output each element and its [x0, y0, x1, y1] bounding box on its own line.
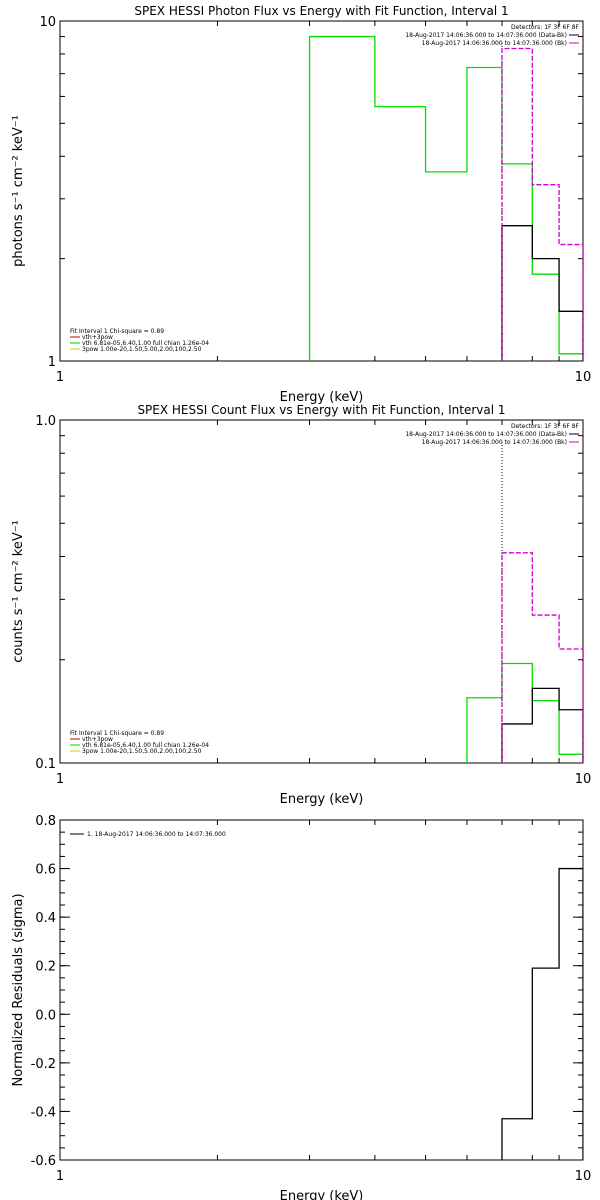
- y-axis-label: Normalized Residuals (sigma): [11, 893, 26, 1086]
- y-tick-label: -0.6: [31, 1154, 56, 1169]
- histogram-series-1: [501, 867, 583, 1160]
- legend-header: Fit Interval 1 Chi-square = 0.89: [70, 328, 164, 335]
- y-tick-label: 0.4: [35, 911, 56, 926]
- legend-entry: 18-Aug-2017 14:06:36.000 to 14:07:36.000…: [422, 439, 567, 446]
- histogram-series-1: [466, 662, 583, 763]
- x-axis-label: Energy (keV): [280, 1189, 364, 1200]
- y-tick-label: -0.4: [31, 1105, 56, 1120]
- legend-top-left: 1. 18-Aug-2017 14:06:36.000 to 14:07:36.…: [70, 831, 226, 838]
- legend-bottom-left: Fit Interval 1 Chi-square = 0.89vth+3pow…: [70, 730, 209, 755]
- legend-entry: vth+3pow: [82, 334, 113, 341]
- legend-header: Fit Interval 1 Chi-square = 0.89: [70, 730, 164, 737]
- y-axis-label: photons s⁻¹ cm⁻² keV⁻¹: [11, 115, 26, 267]
- plot-area: [501, 867, 583, 1160]
- legend-entry: 18-Aug-2017 14:06:36.000 to 14:07:36.000…: [405, 431, 567, 438]
- legend-entry: vth 6.81e-05,6.40,1.00 full chian 1.26e-…: [82, 742, 209, 749]
- y-tick-label: 1.0: [35, 414, 56, 429]
- histogram-series-3: [501, 552, 583, 763]
- legend-entry: 1. 18-Aug-2017 14:06:36.000 to 14:07:36.…: [87, 831, 226, 838]
- chart-title: SPEX HESSI Count Flux vs Energy with Fit…: [137, 403, 505, 417]
- y-tick-label: 0.1: [35, 757, 56, 772]
- y-tick-label: 0.8: [35, 814, 56, 829]
- x-tick-label: 10: [575, 772, 592, 787]
- legend-entry: vth+3pow: [82, 736, 113, 743]
- y-tick-label: 0.0: [35, 1008, 56, 1023]
- y-tick-label: 1: [48, 355, 56, 370]
- x-axis-label: Energy (keV): [280, 792, 364, 807]
- chart-panel-2: SPEX HESSI Count Flux vs Energy with Fit…: [11, 403, 591, 807]
- legend-entry: 3pow 1.00e-20,1.50,5.00,2.00,100,2.50: [82, 346, 202, 353]
- y-tick-label: 0.6: [35, 863, 56, 878]
- y-tick-label: 10: [39, 15, 56, 30]
- legend-header: Detectors: 1F 3F 6F 8F: [511, 24, 580, 31]
- plot-area: [308, 35, 583, 361]
- histogram-series-2: [501, 225, 583, 361]
- x-tick-label: 10: [575, 370, 592, 385]
- y-axis-label: counts s⁻¹ cm⁻² keV⁻¹: [11, 520, 26, 663]
- plot-frame: [59, 819, 584, 1161]
- x-tick-label: 1: [56, 1169, 64, 1184]
- y-tick-label: -0.2: [31, 1057, 56, 1072]
- x-tick-label: 1: [56, 772, 64, 787]
- chart-panel-1: SPEX HESSI Photon Flux vs Energy with Fi…: [11, 4, 591, 405]
- histogram-series-1: [308, 35, 583, 361]
- x-tick-label: 10: [575, 1169, 592, 1184]
- plot-frame: [59, 20, 584, 362]
- legend-header: Detectors: 1F 3F 6F 8F: [511, 423, 580, 430]
- histogram-series-2: [501, 687, 583, 763]
- legend-entry: 18-Aug-2017 14:06:36.000 to 14:07:36.000…: [405, 32, 567, 39]
- legend-bottom-left: Fit Interval 1 Chi-square = 0.89vth+3pow…: [70, 328, 209, 353]
- legend-entry: 3pow 1.00e-20,1.50,5.00,2.00,100,2.50: [82, 748, 202, 755]
- legend-entry: 18-Aug-2017 14:06:36.000 to 14:07:36.000…: [422, 40, 567, 47]
- x-tick-label: 1: [56, 370, 64, 385]
- chart-panel-3: 1 10 0.8 0.6 0.4 0.2 0.0 -0.2 -0.4 -0.6 Energy (ke…: [11, 814, 591, 1200]
- histogram-series-3: [501, 47, 583, 361]
- x-axis-label: Energy (keV): [280, 390, 364, 405]
- chart-title: SPEX HESSI Photon Flux vs Energy with Fi…: [134, 4, 508, 18]
- plot-frame: [59, 419, 584, 764]
- plot-area: [466, 442, 583, 763]
- legend-entry: vth 6.81e-05,6.40,1.00 full chian 1.26e-…: [82, 340, 209, 347]
- y-tick-label: 0.2: [35, 960, 56, 975]
